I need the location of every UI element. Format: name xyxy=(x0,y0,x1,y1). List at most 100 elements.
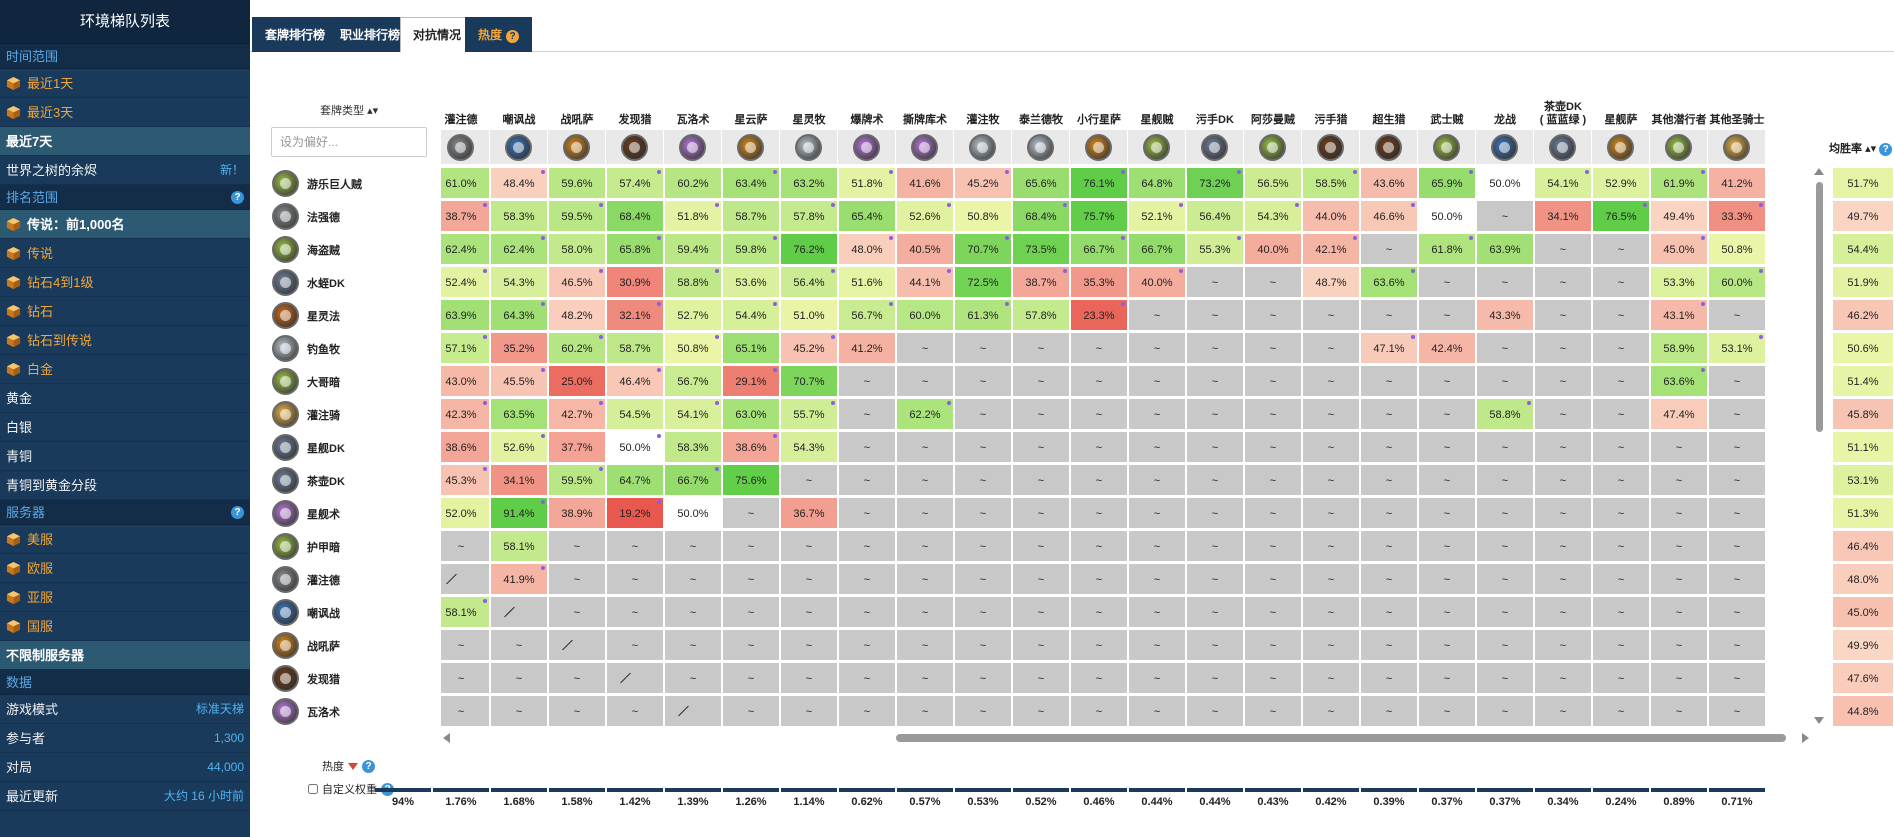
matchup-cell[interactable]: ~ xyxy=(954,629,1012,661)
column-header[interactable]: 茶壶DK ( 蓝蓝绿 ) xyxy=(1534,97,1592,127)
deck-row-label[interactable]: 茶壶DK xyxy=(272,464,345,497)
matchup-cell[interactable]: ~ xyxy=(1592,497,1650,529)
matchup-cell[interactable]: 40.0% xyxy=(1128,266,1186,298)
tab-0[interactable]: 套牌排行榜 xyxy=(252,17,339,52)
matchup-cell[interactable]: 23.3% xyxy=(1070,299,1128,331)
matchup-cell[interactable]: 63.9% xyxy=(441,299,490,331)
matchup-cell[interactable]: 54.4% xyxy=(722,299,780,331)
matchup-cell[interactable]: ~ xyxy=(1476,563,1534,595)
matchup-cell[interactable]: 63.9% xyxy=(1476,233,1534,265)
matchup-cell[interactable]: ~ xyxy=(1186,662,1244,694)
sidebar-item[interactable]: 国服 xyxy=(0,612,250,641)
matchup-cell[interactable]: ~ xyxy=(1418,365,1476,397)
matchup-cell[interactable]: ~ xyxy=(896,596,954,628)
column-header[interactable]: 小行星萨 xyxy=(1070,97,1128,127)
matchup-cell[interactable]: ~ xyxy=(1650,563,1708,595)
matchup-cell[interactable]: ~ xyxy=(1070,497,1128,529)
matchup-cell[interactable]: 53.1% xyxy=(1708,332,1766,364)
matchup-cell[interactable]: ~ xyxy=(1476,365,1534,397)
matchup-cell[interactable]: 65.4% xyxy=(838,200,896,232)
column-header[interactable]: 爆牌术 xyxy=(838,97,896,127)
matchup-cell[interactable]: ~ xyxy=(896,695,954,727)
matchup-cell[interactable]: ~ xyxy=(1418,563,1476,595)
matchup-cell[interactable]: ~ xyxy=(490,662,548,694)
matchup-cell[interactable]: ~ xyxy=(1186,464,1244,496)
matchup-cell[interactable]: ~ xyxy=(1070,332,1128,364)
matchup-cell[interactable]: 52.6% xyxy=(490,431,548,463)
matchup-cell[interactable]: 47.1% xyxy=(1360,332,1418,364)
matchup-cell[interactable]: ~ xyxy=(838,530,896,562)
matchup-cell[interactable]: 36.7% xyxy=(780,497,838,529)
scroll-up-icon[interactable] xyxy=(1814,168,1824,175)
matchup-cell[interactable]: ~ xyxy=(1302,563,1360,595)
deck-row-label[interactable]: 嘲讽战 xyxy=(272,596,340,629)
matchup-cell[interactable]: ~ xyxy=(780,629,838,661)
matchup-cell[interactable]: ~ xyxy=(1418,596,1476,628)
matchup-cell[interactable]: 51.8% xyxy=(664,200,722,232)
matchup-cell[interactable]: ~ xyxy=(1534,365,1592,397)
matchup-cell[interactable]: ~ xyxy=(838,431,896,463)
matchup-cell[interactable]: ~ xyxy=(1534,299,1592,331)
matchup-cell[interactable]: ~ xyxy=(548,563,606,595)
matchup-cell[interactable]: ~ xyxy=(838,629,896,661)
matchup-cell[interactable] xyxy=(606,662,664,694)
column-header[interactable]: 超生猎 xyxy=(1360,97,1418,127)
matchup-cell[interactable]: ~ xyxy=(1070,464,1128,496)
matchup-cell[interactable]: ~ xyxy=(1708,695,1766,727)
matchup-cell[interactable]: 59.6% xyxy=(548,167,606,199)
matchup-cell[interactable]: 62.4% xyxy=(490,233,548,265)
matchup-cell[interactable]: ~ xyxy=(1418,695,1476,727)
matchup-cell[interactable]: ~ xyxy=(722,695,780,727)
matchup-cell[interactable]: 50.0% xyxy=(1476,167,1534,199)
matchup-cell[interactable]: ~ xyxy=(780,530,838,562)
matchup-cell[interactable]: 43.3% xyxy=(1476,299,1534,331)
matchup-cell[interactable]: ~ xyxy=(548,695,606,727)
matchup-cell[interactable]: ~ xyxy=(780,695,838,727)
matchup-cell[interactable]: 66.7% xyxy=(664,464,722,496)
matchup-cell[interactable]: 35.3% xyxy=(1070,266,1128,298)
matchup-cell[interactable]: ~ xyxy=(1534,233,1592,265)
matchup-cell[interactable]: 52.4% xyxy=(441,266,490,298)
deck-row-label[interactable]: 钓鱼牧 xyxy=(272,332,340,365)
matchup-cell[interactable]: ~ xyxy=(1534,431,1592,463)
matchup-cell[interactable]: 64.3% xyxy=(490,299,548,331)
matchup-cell[interactable]: ~ xyxy=(1650,530,1708,562)
matchup-cell[interactable]: ~ xyxy=(1186,530,1244,562)
matchup-cell[interactable]: ~ xyxy=(1360,563,1418,595)
sidebar-item[interactable]: 黄金 xyxy=(0,384,250,413)
matchup-cell[interactable]: 56.4% xyxy=(1186,200,1244,232)
deck-row-label[interactable]: 星舰DK xyxy=(272,431,345,464)
matchup-cell[interactable]: ~ xyxy=(896,365,954,397)
matchup-cell[interactable]: ~ xyxy=(838,464,896,496)
matchup-cell[interactable]: ~ xyxy=(1534,662,1592,694)
column-header[interactable]: 星灵牧 xyxy=(780,97,838,127)
deck-preference-input[interactable] xyxy=(271,127,427,157)
tab-2[interactable]: 对抗情况 xyxy=(400,17,475,52)
matchup-cell[interactable]: ~ xyxy=(1186,398,1244,430)
column-header[interactable]: 泰兰德牧 xyxy=(1012,97,1070,127)
column-header[interactable]: 战吼萨 xyxy=(548,97,606,127)
matchup-cell[interactable]: ~ xyxy=(954,695,1012,727)
matchup-cell[interactable]: ~ xyxy=(1708,596,1766,628)
matchup-cell[interactable]: ~ xyxy=(606,695,664,727)
matchup-cell[interactable]: 58.7% xyxy=(606,332,664,364)
matchup-cell[interactable]: ~ xyxy=(1128,629,1186,661)
column-header[interactable]: 撕牌库术 xyxy=(896,97,954,127)
matchup-cell[interactable]: 38.7% xyxy=(1012,266,1070,298)
deck-row-label[interactable]: 法强德 xyxy=(272,200,340,233)
matchup-cell[interactable]: ~ xyxy=(1186,299,1244,331)
matchup-cell[interactable]: ~ xyxy=(1012,662,1070,694)
matchup-cell[interactable]: 63.6% xyxy=(1360,266,1418,298)
matchup-cell[interactable]: 51.0% xyxy=(780,299,838,331)
matchup-cell[interactable]: 58.3% xyxy=(490,200,548,232)
matchup-cell[interactable]: ~ xyxy=(1476,596,1534,628)
matchup-cell[interactable]: ~ xyxy=(548,662,606,694)
horizontal-scroll-thumb[interactable] xyxy=(896,734,1786,742)
matchup-cell[interactable]: 58.8% xyxy=(664,266,722,298)
matchup-cell[interactable]: 54.1% xyxy=(1534,167,1592,199)
matchup-cell[interactable]: ~ xyxy=(838,596,896,628)
matchup-cell[interactable]: ~ xyxy=(896,629,954,661)
matchup-cell[interactable]: ~ xyxy=(1360,530,1418,562)
matchup-cell[interactable]: 42.7% xyxy=(548,398,606,430)
matchup-cell[interactable]: 65.9% xyxy=(1418,167,1476,199)
